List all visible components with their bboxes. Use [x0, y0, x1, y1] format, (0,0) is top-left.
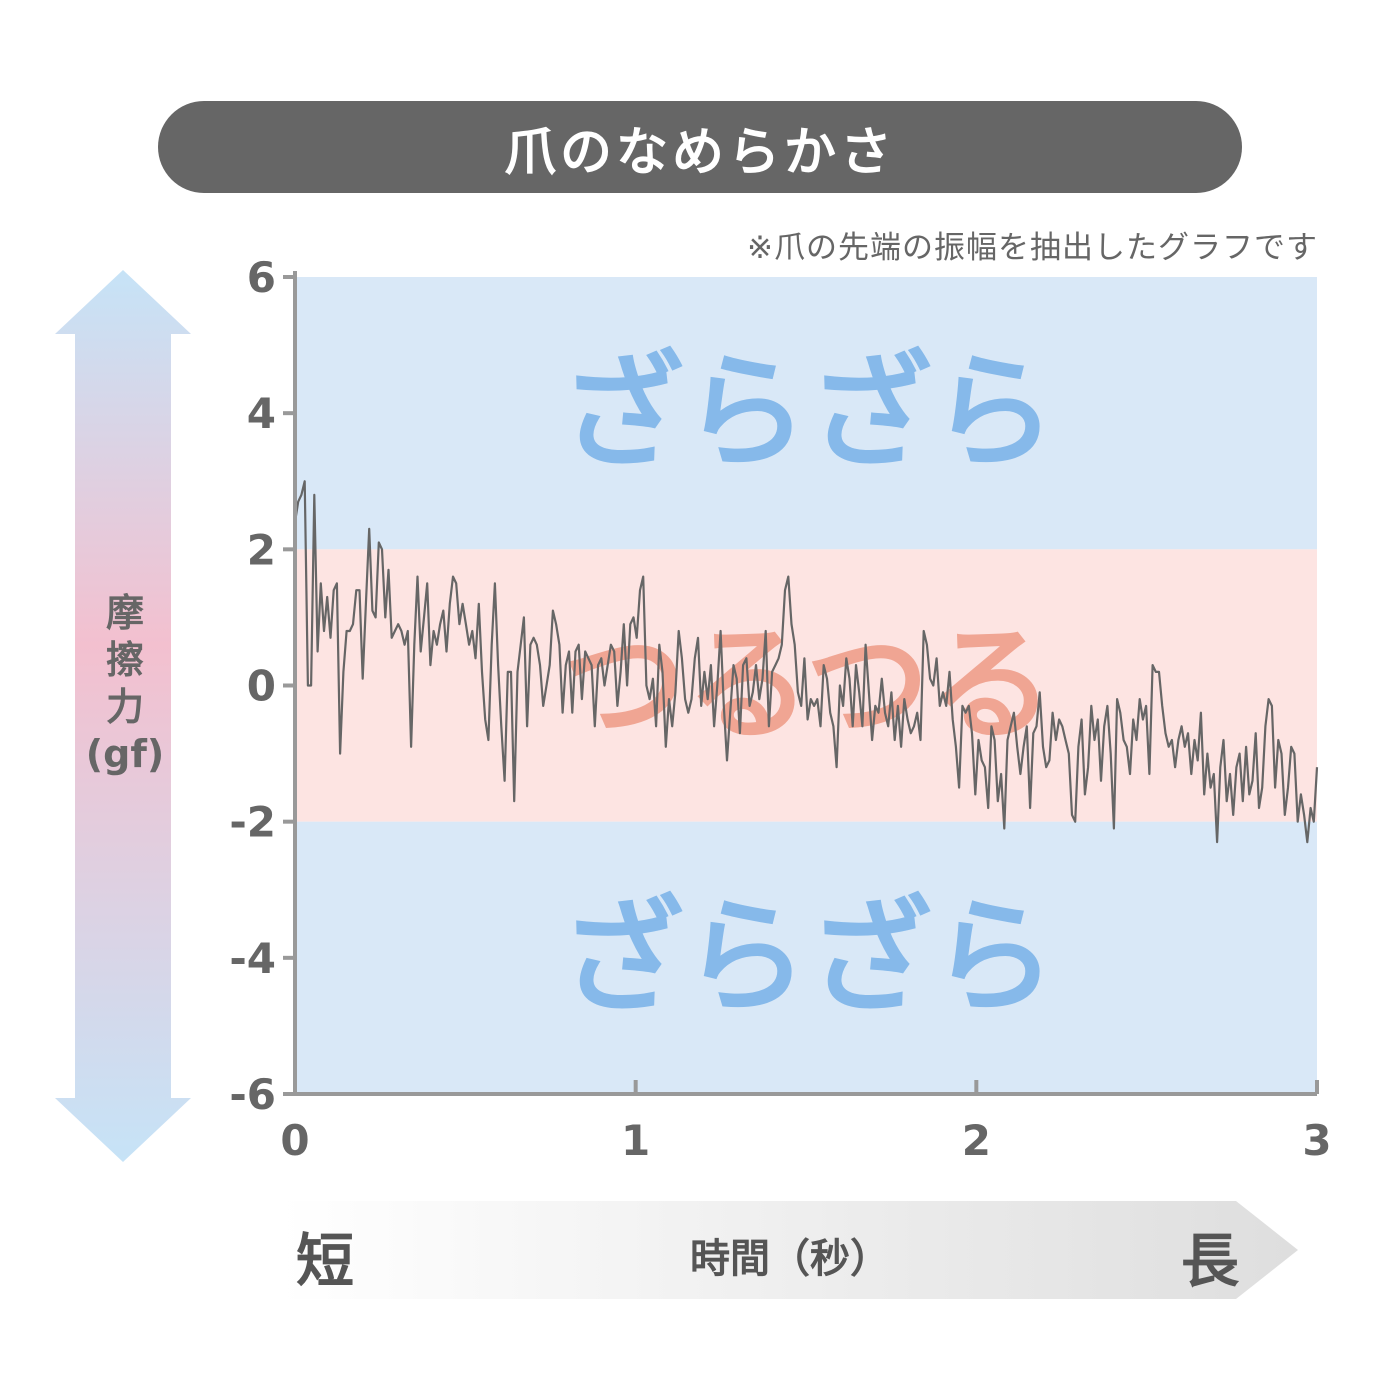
rough-band-2 [295, 821, 1317, 1094]
y-tick-label: -2 [229, 798, 276, 847]
friction-series-line [293, 480, 1319, 844]
y-tick-label: 4 [247, 389, 276, 438]
x-tick-label: 0 [280, 1116, 309, 1165]
y-tick-label: 2 [247, 525, 276, 574]
y-axis-label: 摩擦力 (gf) [85, 591, 165, 776]
x-axis-label: 時間（秒） [690, 1236, 890, 1282]
rough-band-0 [295, 277, 1317, 550]
time-long-label: 長 [1181, 1227, 1240, 1295]
rough-band-label-2: ざらざら [560, 886, 1056, 1030]
rough-band-label-0: ざらざら [560, 341, 1056, 485]
y-tick-label: 6 [247, 253, 276, 302]
time-short-label: 短 [296, 1227, 355, 1295]
y-tick-label: -6 [229, 1070, 276, 1119]
chart-title: 爪のなめらかさ [158, 101, 1242, 193]
chart-note: ※爪の先端の振幅を抽出したグラフです [747, 230, 1318, 266]
time-arrow [280, 1201, 1298, 1299]
x-tick-label: 1 [621, 1116, 650, 1165]
x-tick-label: 3 [1302, 1116, 1331, 1165]
y-tick-label: 0 [247, 662, 276, 711]
y-axis-arrow [55, 270, 191, 1162]
x-tick-label: 2 [962, 1116, 991, 1165]
y-tick-label: -4 [229, 934, 276, 983]
